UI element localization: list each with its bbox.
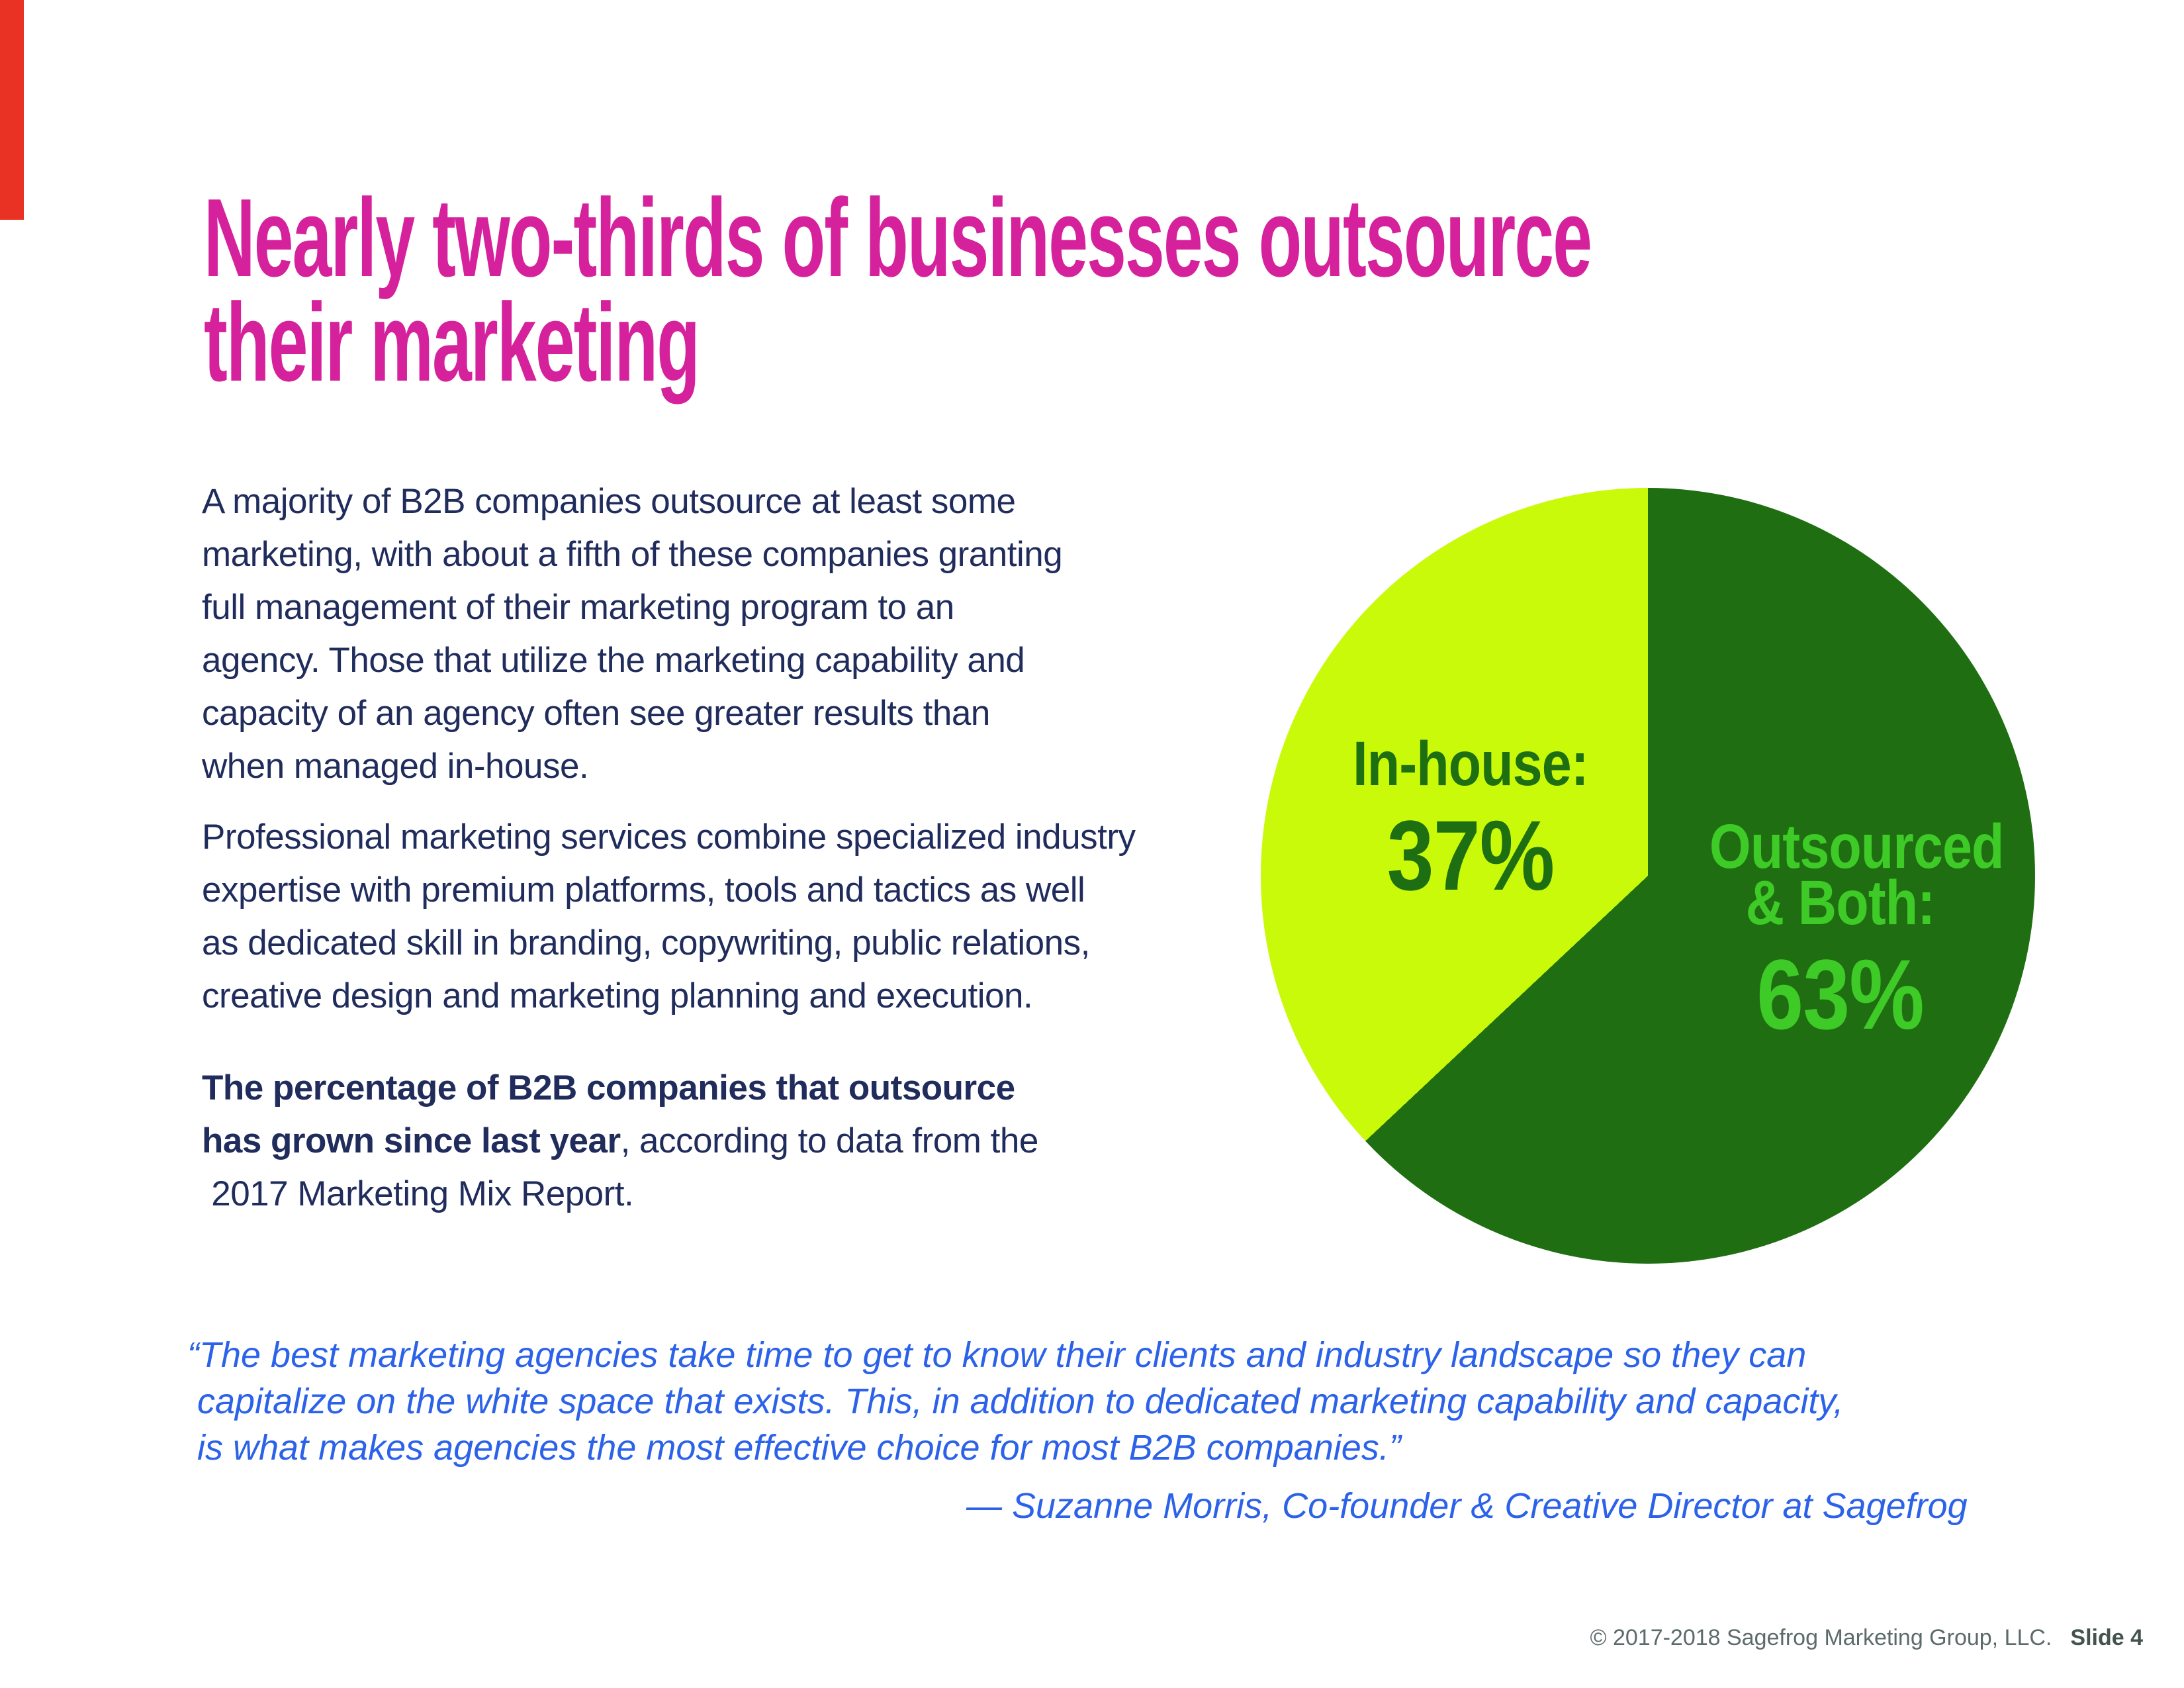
title-line-1: Nearly two-thirds of businesses outsourc… bbox=[204, 175, 1592, 300]
page-title: Nearly two-thirds of businesses outsourc… bbox=[204, 175, 1592, 404]
slide-number: Slide 4 bbox=[2070, 1625, 2143, 1650]
body-paragraph-1: A majority of B2B companies outsource at… bbox=[202, 475, 1063, 793]
pie-label-outsourced: Outsourced & Both: 63% bbox=[1709, 812, 2005, 1050]
paragraph-line: marketing, with about a fifth of these c… bbox=[202, 535, 1063, 574]
pie-slice-label: Outsourced bbox=[1709, 812, 2005, 882]
paragraph-line: Professional marketing services combine … bbox=[202, 818, 1136, 857]
paragraph-line-mixed: has grown since last year, according to … bbox=[202, 1115, 1038, 1168]
pie-slice-value: 63% bbox=[1756, 939, 1924, 1050]
paragraph-line: full management of their marketing progr… bbox=[202, 588, 954, 627]
pie-slice-label: & Both: bbox=[1745, 868, 1935, 938]
footer: © 2017-2018 Sagefrog Marketing Group, LL… bbox=[1590, 1623, 2143, 1652]
copyright-text: © 2017-2018 Sagefrog Marketing Group, LL… bbox=[1590, 1625, 2052, 1650]
quote-line: capitalize on the white space that exist… bbox=[187, 1382, 1844, 1421]
pie-chart bbox=[1261, 488, 2035, 1264]
bold-phrase: has grown since last year bbox=[202, 1121, 621, 1160]
paragraph-line: agency. Those that utilize the marketing… bbox=[202, 641, 1025, 680]
quote-line: is what makes agencies the most effectiv… bbox=[187, 1428, 1401, 1468]
pie-slice-value: 37% bbox=[1387, 800, 1555, 911]
paragraph-line: when managed in-house. bbox=[202, 747, 589, 786]
paragraph-line-bold: The percentage of B2B companies that out… bbox=[202, 1068, 1015, 1107]
body-paragraph-3: The percentage of B2B companies that out… bbox=[202, 1062, 1038, 1221]
paragraph-line: 2017 Marketing Mix Report. bbox=[202, 1174, 634, 1213]
paragraph-line: capacity of an agency often see greater … bbox=[202, 694, 990, 733]
accent-bar bbox=[0, 0, 24, 220]
paragraph-line: expertise with premium platforms, tools … bbox=[202, 870, 1085, 910]
regular-phrase: , according to data from the bbox=[620, 1121, 1039, 1160]
paragraph-line: creative design and marketing planning a… bbox=[202, 976, 1033, 1015]
quote-line: “The best marketing agencies take time t… bbox=[187, 1335, 1807, 1375]
pie-slice-label: In-house: bbox=[1353, 729, 1589, 799]
paragraph-line: A majority of B2B companies outsource at… bbox=[202, 482, 1016, 521]
body-paragraph-2: Professional marketing services combine … bbox=[202, 811, 1136, 1023]
paragraph-line: as dedicated skill in branding, copywrit… bbox=[202, 923, 1090, 962]
title-line-2: their marketing bbox=[204, 280, 700, 404]
pull-quote: “The best marketing agencies take time t… bbox=[187, 1332, 1843, 1471]
quote-attribution: — Suzanne Morris, Co-founder & Creative … bbox=[966, 1486, 1968, 1526]
pie-label-inhouse: In-house: 37% bbox=[1353, 729, 1589, 911]
